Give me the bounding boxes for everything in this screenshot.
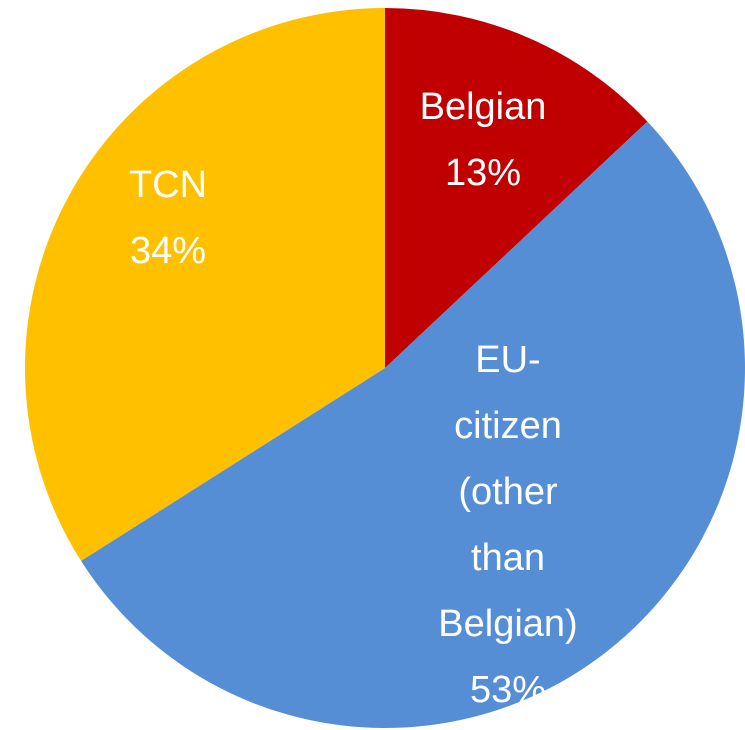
category-label: EU-citizen (other than Belgian) (438, 339, 578, 645)
value-label: 53% (469, 669, 547, 711)
pie-slice (81, 121, 745, 728)
category-label: Belgian (419, 86, 547, 128)
pie-slice (24, 8, 385, 561)
value-label: 13% (444, 152, 522, 194)
slice-label: EU-citizen (other than Belgian) 53% (438, 327, 577, 723)
value-label: 34% (129, 230, 207, 272)
slice-label: Belgian 13% (420, 74, 547, 206)
slice-label: TCN 34% (129, 152, 207, 284)
pie-slice (385, 8, 648, 368)
category-label: TCN (128, 164, 208, 206)
